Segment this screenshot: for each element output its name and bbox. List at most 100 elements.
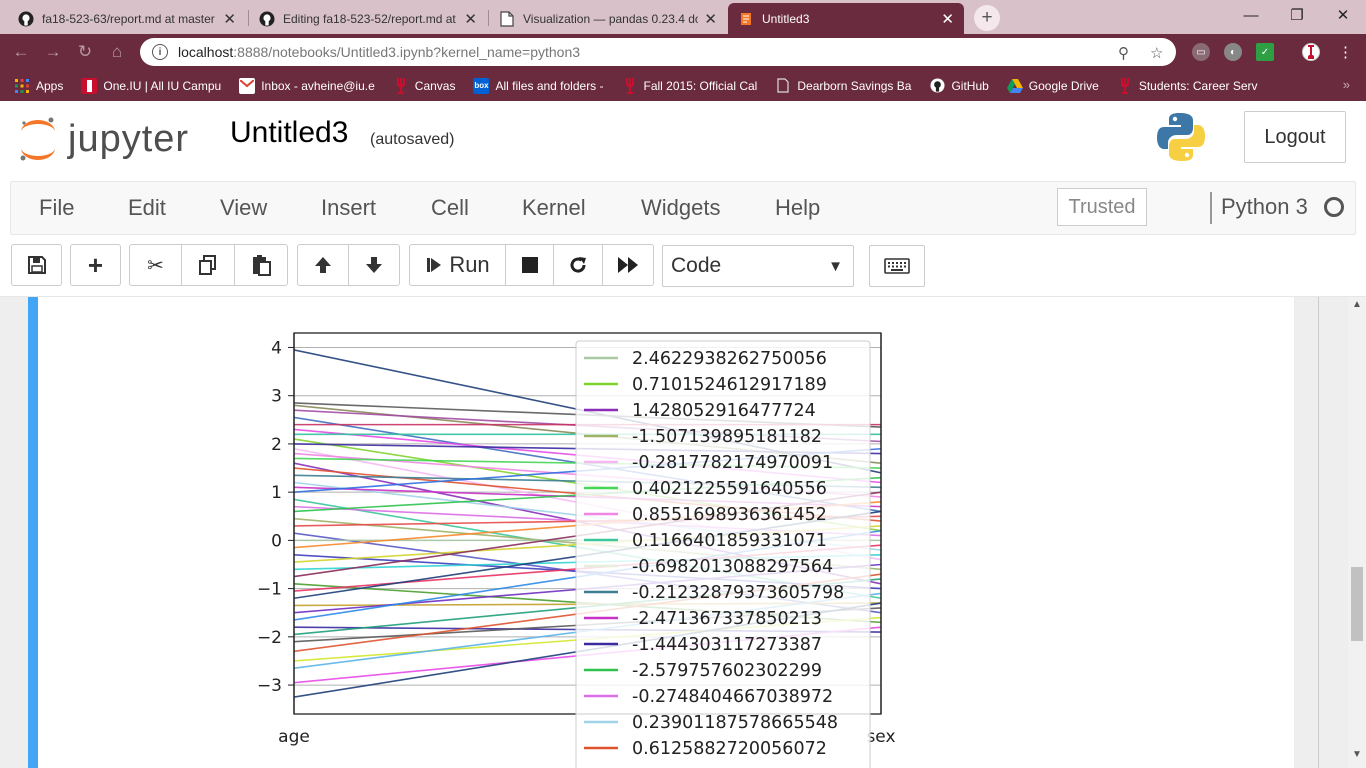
browser-tab[interactable]: fa18-523-63/report.md at master ✕ [8, 3, 246, 34]
legend-label: 0.6125882720056072 [632, 739, 827, 759]
toolbar-group [11, 244, 62, 286]
menu-kebab-icon[interactable]: ⋮ [1338, 44, 1353, 61]
restore-icon[interactable]: ❐ [1290, 7, 1304, 24]
apps-grid-icon [14, 78, 30, 94]
vertical-scrollbar[interactable]: ▲ ▼ [1348, 297, 1366, 768]
menu-cell[interactable]: Cell [431, 195, 469, 220]
step-forward-icon [427, 258, 442, 272]
bookmark-item[interactable]: GitHub [929, 78, 989, 94]
menu-widgets[interactable]: Widgets [641, 195, 721, 220]
menu-view[interactable]: View [220, 195, 268, 220]
browser-tab[interactable]: Editing fa18-523-52/report.md at ✕ [249, 3, 487, 34]
legend-label: -1.444303117273387 [632, 635, 822, 655]
toolbar-group: + [70, 244, 121, 286]
bookmarks-overflow-icon[interactable]: » [1342, 77, 1350, 92]
menu-help[interactable]: Help [775, 195, 821, 220]
toolbar-group: ✂ [129, 244, 288, 286]
back-icon[interactable]: ← [12, 42, 30, 61]
github-icon [18, 11, 34, 27]
legend-label: -2.579757602302299 [632, 661, 822, 681]
browser-tab-active[interactable]: Untitled3 ✕ [728, 3, 964, 34]
zoom-icon[interactable]: ⚲ [1118, 45, 1129, 62]
bookmark-item[interactable]: Inbox - avheine@iu.e [239, 77, 375, 94]
close-icon[interactable]: ✕ [464, 10, 477, 28]
close-icon[interactable]: ✕ [223, 10, 236, 28]
legend-label: 0.4021225591640556 [632, 479, 827, 499]
bookmark-label: Canvas [414, 78, 456, 93]
move-up-button[interactable] [298, 245, 349, 285]
bookmark-item[interactable]: Dearborn Savings Ba [775, 78, 911, 94]
notebook-title[interactable]: Untitled3 [230, 116, 349, 149]
bookmark-star-icon[interactable]: ☆ [1150, 45, 1164, 62]
close-window-icon[interactable]: ✕ [1336, 7, 1350, 24]
extension-icon[interactable]: ◐ [1224, 43, 1242, 61]
restart-icon [570, 257, 586, 273]
arrow-down-icon [366, 257, 382, 273]
reload-icon[interactable]: ↻ [77, 42, 93, 61]
bookmark-item[interactable]: Apps [14, 78, 63, 94]
home-icon[interactable]: ⌂ [111, 42, 123, 61]
menu-file[interactable]: File [39, 195, 75, 220]
x-tick-label: sex [866, 727, 895, 747]
arrow-up-icon [315, 257, 331, 273]
scroll-up-icon[interactable]: ▲ [1352, 299, 1362, 310]
legend-box [575, 340, 871, 768]
menu-edit[interactable]: Edit [128, 195, 166, 220]
bookmark-item[interactable]: Students: Career Serv [1117, 77, 1258, 94]
close-icon[interactable]: ✕ [704, 10, 717, 28]
tab-title: Editing fa18-523-52/report.md at [283, 11, 456, 26]
fast-forward-icon [618, 257, 638, 273]
bookmark-item[interactable]: Google Drive [1006, 78, 1099, 94]
cast-icon[interactable]: ▭ [1192, 43, 1210, 61]
trusted-indicator[interactable]: Trusted [1057, 188, 1147, 226]
site-info-icon[interactable]: i [152, 44, 168, 60]
menu-kernel[interactable]: Kernel [522, 195, 586, 220]
iu-trident-icon [1117, 77, 1133, 94]
bookmark-item[interactable]: One.IU | All IU Campu [81, 77, 222, 94]
close-icon[interactable]: ✕ [941, 10, 954, 28]
insert-cell-button[interactable]: + [71, 245, 120, 285]
restart-run-all-button[interactable] [603, 245, 653, 285]
new-tab-button[interactable]: + [974, 5, 1000, 31]
menu-insert[interactable]: Insert [321, 195, 377, 220]
google-drive-icon [1006, 78, 1023, 94]
legend-label: -0.2817782174970091 [632, 453, 833, 473]
legend-label: 0.1166401859331071 [632, 531, 827, 551]
logout-button[interactable]: Logout [1244, 111, 1346, 163]
forward-icon[interactable]: → [44, 42, 62, 61]
y-tick-label: 3 [271, 387, 282, 407]
cell-type-select[interactable]: Code ▼ [662, 245, 854, 287]
scroll-down-icon[interactable]: ▼ [1352, 749, 1362, 760]
bookmark-item[interactable]: Fall 2015: Official Cal [622, 77, 757, 94]
y-tick-label: 2 [271, 435, 282, 455]
bookmark-label: Google Drive [1028, 78, 1099, 93]
bookmark-label: Students: Career Serv [1138, 78, 1258, 93]
command-palette-button[interactable] [869, 245, 925, 287]
restart-button[interactable] [554, 245, 603, 285]
python-logo-icon [1155, 111, 1207, 163]
github-icon [259, 11, 275, 27]
run-button[interactable]: Run [410, 245, 506, 285]
legend-label: 0.8551698936361452 [632, 505, 827, 525]
save-icon [27, 256, 46, 274]
move-down-button[interactable] [349, 245, 399, 285]
tab-title: fa18-523-63/report.md at master [42, 11, 215, 26]
legend-label: 0.23901187578665548 [632, 713, 838, 733]
bookmark-item[interactable]: Canvas [393, 77, 456, 94]
bookmark-label: One.IU | All IU Campu [103, 78, 222, 93]
cut-button[interactable]: ✂ [130, 245, 182, 285]
interrupt-button[interactable] [506, 245, 554, 285]
checkmark-extension-icon[interactable]: ✓ [1256, 43, 1274, 61]
profile-avatar[interactable] [1302, 43, 1320, 61]
browser-tab[interactable]: Visualization — pandas 0.23.4 do ✕ [489, 3, 727, 34]
jupyter-logo[interactable]: jupyter [18, 113, 208, 165]
stop-icon [521, 257, 538, 273]
bookmark-item[interactable]: box All files and folders - [473, 77, 604, 94]
url-input[interactable]: i localhost:8888/notebooks/Untitled3.ipy… [140, 38, 1176, 66]
minimize-icon[interactable]: — [1243, 6, 1259, 24]
copy-button[interactable] [182, 245, 235, 285]
scrollbar-thumb[interactable] [1351, 567, 1363, 641]
box-icon: box [473, 77, 490, 94]
paste-button[interactable] [235, 245, 287, 285]
save-button[interactable] [12, 245, 61, 285]
